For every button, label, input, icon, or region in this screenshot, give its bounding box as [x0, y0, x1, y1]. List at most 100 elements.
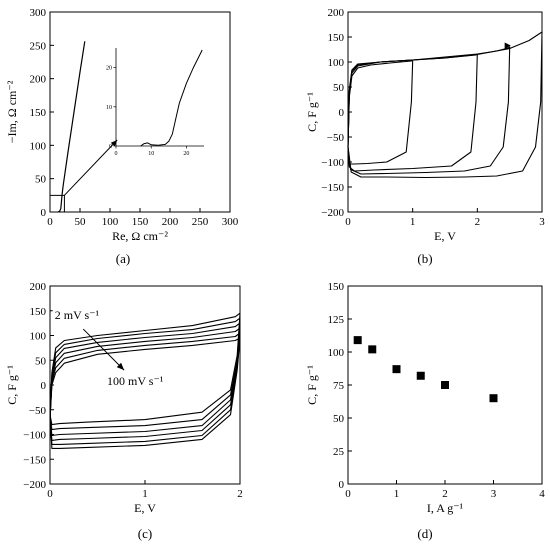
cv-forward-line-b [347, 31, 543, 148]
y-tick-label-c: −150 [23, 454, 46, 466]
x-tick-label-a: 250 [192, 216, 209, 228]
y-axis-label-a: −Im, Ω cm⁻² [5, 80, 19, 143]
y-tick-label-a: 50 [35, 174, 47, 186]
data-point-d [392, 365, 401, 374]
caption-d: (d) [417, 526, 432, 541]
cv-cathodic-line-c [49, 318, 241, 431]
cv-return-line-b [347, 31, 543, 179]
inset-x-tick-label-a: 0 [115, 151, 118, 157]
caption-c: (c) [138, 526, 152, 541]
y-tick-label-d: 75 [333, 380, 345, 392]
y-axis-label-b: C, F g⁻¹ [305, 92, 319, 132]
x-tick-label-d: 0 [345, 488, 351, 500]
y-axis-label-c: C, F g⁻¹ [5, 365, 19, 405]
cv-return-line-b [347, 46, 511, 175]
inset-impedance-line-a [140, 49, 203, 147]
y-tick-label-b: 150 [328, 32, 345, 44]
x-tick-label-a: 100 [102, 216, 119, 228]
y-tick-label-c: 200 [30, 281, 47, 293]
x-tick-label-b: 1 [410, 216, 416, 228]
cv-anodic-line-c [49, 322, 241, 417]
data-point-d [353, 336, 362, 345]
data-point-d [441, 381, 449, 389]
inset-y-tick-label-a: 10 [106, 105, 112, 111]
impedance-line-a [57, 41, 86, 213]
panel-b: (b) 0 1 2 3 −200 −150 −100 −50 0 50 100 150 200 E, V C… [305, 7, 545, 266]
x-tick-label-b: 3 [539, 216, 545, 228]
y-tick-label-a: 150 [30, 107, 47, 119]
annotation-fast-rate-c: 100 mV s⁻¹ [107, 374, 164, 388]
x-tick-label-c: 2 [237, 488, 243, 500]
y-tick-label-d: 150 [328, 281, 345, 293]
x-tick-label-a: 50 [75, 216, 87, 228]
y-tick-label-b: −150 [321, 182, 344, 194]
inset-a: 0 10 20 0 10 20 [106, 48, 204, 157]
annotation-bg-fast-c [105, 374, 177, 388]
cv-forward-line-b [347, 59, 414, 148]
y-tick-label-b: 50 [333, 82, 345, 94]
annotation-slow-rate-c: 2 mV s⁻¹ [55, 308, 100, 322]
cv-anodic-line-c [49, 327, 241, 418]
y-tick-label-d: 125 [328, 314, 345, 326]
y-tick-label-b: 0 [339, 107, 345, 119]
cv-forward-line-b [347, 46, 511, 148]
cv-anodic-line-c [49, 337, 241, 420]
x-tick-label-a: 150 [132, 216, 149, 228]
y-tick-label-a: 250 [30, 40, 47, 52]
inset-y-tick-label-a: 0 [109, 144, 112, 150]
x-tick-label-a: 300 [222, 216, 239, 228]
y-tick-label-c: −200 [23, 479, 46, 491]
y-tick-label-a: 100 [30, 140, 47, 152]
x-tick-label-c: 0 [47, 488, 53, 500]
y-tick-label-c: 100 [30, 331, 47, 343]
caption-b: (b) [417, 251, 432, 266]
data-point-d [368, 345, 377, 354]
y-tick-label-c: 150 [30, 306, 47, 318]
zoom-arrow-a [64, 139, 118, 196]
x-tick-label-d: 1 [394, 488, 400, 500]
cv-cathodic-line-c [49, 337, 241, 449]
x-axis-label-d: I, A g⁻¹ [427, 501, 464, 515]
y-tick-label-a: 200 [30, 74, 47, 86]
y-tick-label-d: 25 [333, 446, 345, 458]
x-tick-label-a: 0 [47, 216, 53, 228]
y-tick-label-a: 300 [30, 7, 47, 19]
y-tick-label-b: −100 [321, 157, 344, 169]
y-tick-label-b: 100 [328, 57, 345, 69]
x-axis-label-c: E, V [134, 501, 156, 515]
y-tick-label-c: −100 [23, 430, 46, 442]
cv-cathodic-line-c [49, 313, 241, 426]
zoom-arrow-a-head [110, 140, 118, 147]
y-tick-label-c: 0 [41, 380, 47, 392]
cv-anodic-line-c [49, 312, 241, 415]
panel-a: (a) 0 50 100 150 200 250 300050100150200250300… [5, 7, 239, 266]
y-tick-label-d: 100 [328, 347, 345, 359]
y-tick-label-d: 0 [339, 479, 345, 491]
x-tick-label-b: 0 [345, 216, 351, 228]
rate-arrow-c [82, 328, 125, 371]
x-tick-label-b: 2 [475, 216, 481, 228]
x-tick-label-a: 200 [162, 216, 179, 228]
x-axis-label-b: E, V [434, 229, 456, 243]
y-tick-label-c: −50 [29, 405, 47, 417]
x-tick-label-d: 4 [539, 488, 545, 500]
y-tick-label-a: 0 [41, 207, 47, 219]
y-tick-label-d: 50 [333, 413, 345, 425]
y-tick-label-b: −50 [327, 132, 345, 144]
cv-return-line-b [347, 59, 414, 165]
inset-y-tick-label-a: 20 [106, 66, 112, 72]
x-tick-label-c: 1 [142, 488, 148, 500]
cv-cathodic-line-c [49, 323, 241, 437]
annotation-bg-slow-c [52, 308, 113, 323]
panel-d: (d) 0 1 2 3 4 0 25 50 75 100 125 150 I, A g⁻¹ C, F g⁻… [305, 281, 545, 541]
rate-arrow-c-head [116, 362, 125, 371]
cv-anodic-line-c [49, 317, 241, 416]
data-point-d [489, 394, 498, 403]
scan-direction-arrow-b [504, 42, 511, 50]
y-tick-label-b: −200 [321, 207, 344, 219]
y-tick-label-b: 200 [328, 7, 345, 19]
x-tick-label-d: 2 [442, 488, 448, 500]
x-tick-label-d: 3 [491, 488, 497, 500]
y-tick-label-c: 50 [35, 355, 47, 367]
